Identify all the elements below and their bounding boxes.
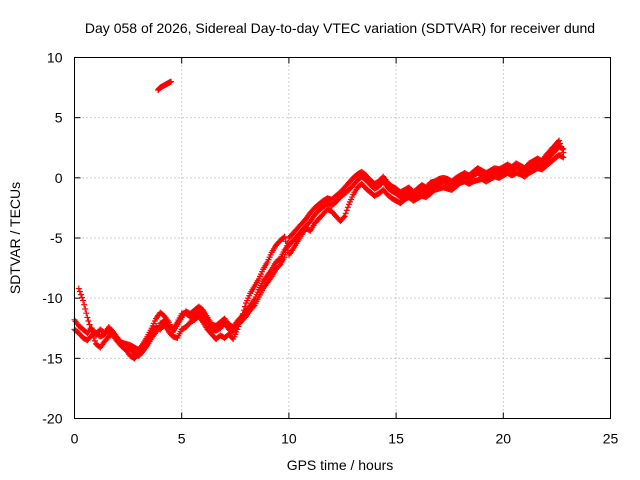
data-point xyxy=(340,214,347,221)
x-tick-label: 20 xyxy=(496,431,512,447)
x-tick-label: 15 xyxy=(388,431,404,447)
y-tick-label: -20 xyxy=(42,411,62,427)
data-point xyxy=(559,153,566,160)
tick-labels: 0 5 10 15 20 25 -20 -15 -10 -5 0 5 10 xyxy=(42,50,618,447)
data-point xyxy=(283,244,290,251)
data-point xyxy=(556,137,563,144)
x-tick-label: 10 xyxy=(281,431,297,447)
data-point xyxy=(560,149,567,156)
x-axis-label: GPS time / hours xyxy=(287,457,394,473)
y-tick-label: -10 xyxy=(42,290,62,306)
data-point xyxy=(558,143,565,150)
y-tick-label: -5 xyxy=(50,230,63,246)
data-point xyxy=(284,239,291,246)
data-point xyxy=(282,249,289,256)
data-point xyxy=(75,285,82,292)
data-point xyxy=(559,146,566,153)
data-point xyxy=(91,337,98,344)
data-point xyxy=(81,301,88,308)
data-point xyxy=(241,303,248,310)
data-point xyxy=(86,321,93,328)
data-point xyxy=(250,303,257,310)
data-point xyxy=(85,318,92,325)
data-point xyxy=(240,307,247,314)
y-tick-label: -15 xyxy=(42,350,62,366)
data-point xyxy=(239,310,246,317)
data-point xyxy=(167,78,174,85)
plot-frame xyxy=(74,57,611,419)
data-point xyxy=(280,234,287,241)
data-point xyxy=(79,294,86,301)
data-point xyxy=(83,310,90,317)
y-tick-label: 0 xyxy=(55,170,63,186)
data-point xyxy=(281,233,288,240)
data-point xyxy=(344,204,351,211)
x-tick-label: 5 xyxy=(178,431,186,447)
data-point xyxy=(82,305,89,312)
data-point xyxy=(84,314,91,321)
data-points xyxy=(71,78,567,362)
data-point xyxy=(77,291,84,298)
data-point xyxy=(87,325,94,332)
y-tick-label: 5 xyxy=(55,110,63,126)
y-axis-label: SDTVAR / TECUs xyxy=(7,182,23,294)
chart-title: Day 058 of 2026, Sidereal Day-to-day VTE… xyxy=(85,20,595,36)
data-point xyxy=(341,213,348,220)
data-point xyxy=(276,262,283,269)
data-point xyxy=(557,140,564,147)
y-tick-label: 10 xyxy=(47,50,63,66)
grid xyxy=(74,57,611,419)
data-point xyxy=(281,254,288,261)
data-point xyxy=(342,210,349,217)
data-point xyxy=(76,288,83,295)
x-tick-label: 0 xyxy=(71,431,79,447)
x-tick-label: 25 xyxy=(603,431,619,447)
data-point xyxy=(343,207,350,214)
data-point xyxy=(80,297,87,304)
